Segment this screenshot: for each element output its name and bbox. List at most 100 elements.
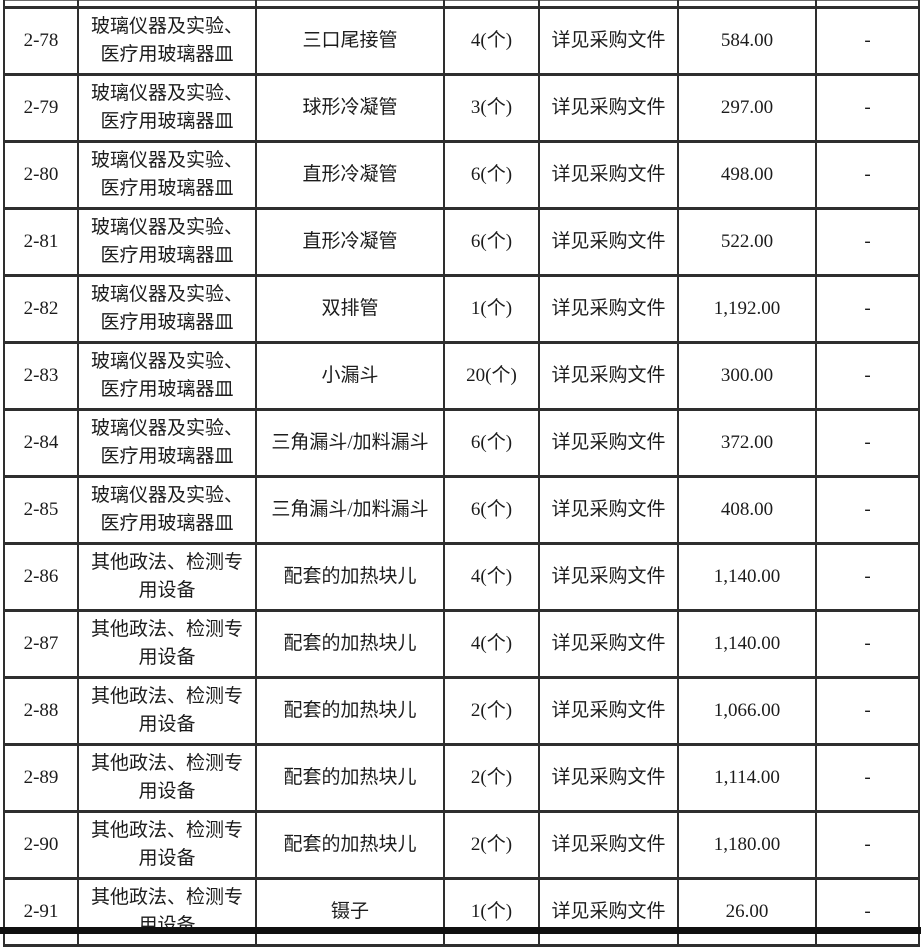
table-row: 2-86 其他政法、检测专用设备 配套的加热块儿 4(个) 详见采购文件 1,1… xyxy=(3,542,920,612)
note-cell: - xyxy=(815,73,920,143)
quantity-cell: 6(个) xyxy=(443,207,540,277)
price-cell: 584.00 xyxy=(677,6,817,76)
quantity-cell: 6(个) xyxy=(443,475,540,545)
item-no-cell: 2-86 xyxy=(3,542,79,612)
quantity-cell: 6(个) xyxy=(443,408,540,478)
table-row: 2-79 玻璃仪器及实验、医疗用玻璃器皿 球形冷凝管 3(个) 详见采购文件 2… xyxy=(3,73,920,143)
quantity-cell: 4(个) xyxy=(443,542,540,612)
item-name-cell: 小漏斗 xyxy=(255,341,445,411)
detail-ref-cell: 详见采购文件 xyxy=(538,408,679,478)
detail-ref-cell: 详见采购文件 xyxy=(538,140,679,210)
item-no-cell: 2-82 xyxy=(3,274,79,344)
price-cell: 372.00 xyxy=(677,408,817,478)
category-cell: 其他政法、检测专用设备 xyxy=(77,609,257,679)
category-cell: 玻璃仪器及实验、医疗用玻璃器皿 xyxy=(77,140,257,210)
item-name-cell: 三角漏斗/加料漏斗 xyxy=(255,408,445,478)
price-cell: 408.00 xyxy=(677,475,817,545)
detail-ref-cell: 详见采购文件 xyxy=(538,542,679,612)
item-name-cell: 配套的加热块儿 xyxy=(255,609,445,679)
note-cell: - xyxy=(815,341,920,411)
note-cell: - xyxy=(815,810,920,880)
quantity-cell: 6(个) xyxy=(443,140,540,210)
note-cell: - xyxy=(815,743,920,813)
note-cell: - xyxy=(815,475,920,545)
quantity-cell: 3(个) xyxy=(443,73,540,143)
item-name-cell: 双排管 xyxy=(255,274,445,344)
category-cell: 玻璃仪器及实验、医疗用玻璃器皿 xyxy=(77,408,257,478)
table-row: 2-85 玻璃仪器及实验、医疗用玻璃器皿 三角漏斗/加料漏斗 6(个) 详见采购… xyxy=(3,475,920,545)
item-no-cell: 2-84 xyxy=(3,408,79,478)
category-cell: 玻璃仪器及实验、医疗用玻璃器皿 xyxy=(77,475,257,545)
table-row: 2-81 玻璃仪器及实验、医疗用玻璃器皿 直形冷凝管 6(个) 详见采购文件 5… xyxy=(3,207,920,277)
price-cell: 26.00 xyxy=(677,877,817,947)
detail-ref-cell: 详见采购文件 xyxy=(538,73,679,143)
item-name-cell: 直形冷凝管 xyxy=(255,207,445,277)
clipped-cell xyxy=(677,0,817,9)
note-cell: - xyxy=(815,877,920,947)
item-name-cell: 球形冷凝管 xyxy=(255,73,445,143)
category-cell: 玻璃仪器及实验、医疗用玻璃器皿 xyxy=(77,6,257,76)
note-cell: - xyxy=(815,408,920,478)
item-no-cell: 2-91 xyxy=(3,877,79,947)
quantity-cell: 4(个) xyxy=(443,6,540,76)
note-cell: - xyxy=(815,274,920,344)
item-name-cell: 镊子 xyxy=(255,877,445,947)
price-cell: 1,140.00 xyxy=(677,542,817,612)
detail-ref-cell: 详见采购文件 xyxy=(538,341,679,411)
item-no-cell: 2-89 xyxy=(3,743,79,813)
category-cell: 玻璃仪器及实验、医疗用玻璃器皿 xyxy=(77,207,257,277)
table-row: 2-84 玻璃仪器及实验、医疗用玻璃器皿 三角漏斗/加料漏斗 6(个) 详见采购… xyxy=(3,408,920,478)
note-cell: - xyxy=(815,676,920,746)
item-name-cell: 三角漏斗/加料漏斗 xyxy=(255,475,445,545)
table-row: 2-90 其他政法、检测专用设备 配套的加热块儿 2(个) 详见采购文件 1,1… xyxy=(3,810,920,880)
item-no-cell: 2-83 xyxy=(3,341,79,411)
note-cell: - xyxy=(815,542,920,612)
category-cell: 其他政法、检测专用设备 xyxy=(77,810,257,880)
clipped-cell xyxy=(815,0,920,9)
quantity-cell: 2(个) xyxy=(443,743,540,813)
table-row: 2-91 其他政法、检测专用设备 镊子 1(个) 详见采购文件 26.00 - xyxy=(3,877,920,947)
item-no-cell: 2-87 xyxy=(3,609,79,679)
quantity-cell: 2(个) xyxy=(443,810,540,880)
quantity-cell: 2(个) xyxy=(443,676,540,746)
item-no-cell: 2-90 xyxy=(3,810,79,880)
detail-ref-cell: 详见采购文件 xyxy=(538,6,679,76)
detail-ref-cell: 详见采购文件 xyxy=(538,207,679,277)
clipped-cell xyxy=(443,0,540,9)
table-row: 2-83 玻璃仪器及实验、医疗用玻璃器皿 小漏斗 20(个) 详见采购文件 30… xyxy=(3,341,920,411)
detail-ref-cell: 详见采购文件 xyxy=(538,810,679,880)
quantity-cell: 1(个) xyxy=(443,274,540,344)
category-cell: 其他政法、检测专用设备 xyxy=(77,743,257,813)
category-cell: 其他政法、检测专用设备 xyxy=(77,542,257,612)
note-cell: - xyxy=(815,6,920,76)
note-cell: - xyxy=(815,609,920,679)
detail-ref-cell: 详见采购文件 xyxy=(538,475,679,545)
note-cell: - xyxy=(815,207,920,277)
clipped-row-top xyxy=(3,0,920,9)
category-cell: 其他政法、检测专用设备 xyxy=(77,676,257,746)
detail-ref-cell: 详见采购文件 xyxy=(538,609,679,679)
clipped-cell xyxy=(255,0,445,9)
item-name-cell: 配套的加热块儿 xyxy=(255,743,445,813)
quantity-cell: 4(个) xyxy=(443,609,540,679)
item-no-cell: 2-78 xyxy=(3,6,79,76)
price-cell: 1,066.00 xyxy=(677,676,817,746)
price-cell: 1,140.00 xyxy=(677,609,817,679)
detail-ref-cell: 详见采购文件 xyxy=(538,676,679,746)
table-row: 2-80 玻璃仪器及实验、医疗用玻璃器皿 直形冷凝管 6(个) 详见采购文件 4… xyxy=(3,140,920,210)
quantity-cell: 1(个) xyxy=(443,877,540,947)
price-cell: 498.00 xyxy=(677,140,817,210)
item-name-cell: 配套的加热块儿 xyxy=(255,810,445,880)
item-name-cell: 配套的加热块儿 xyxy=(255,676,445,746)
item-no-cell: 2-80 xyxy=(3,140,79,210)
table-row: 2-87 其他政法、检测专用设备 配套的加热块儿 4(个) 详见采购文件 1,1… xyxy=(3,609,920,679)
page-bottom-rule xyxy=(0,927,921,934)
procurement-items-table-wrap: 2-78 玻璃仪器及实验、医疗用玻璃器皿 三口尾接管 4(个) 详见采购文件 5… xyxy=(3,0,920,947)
quantity-cell: 20(个) xyxy=(443,341,540,411)
category-cell: 玻璃仪器及实验、医疗用玻璃器皿 xyxy=(77,73,257,143)
clipped-cell xyxy=(3,0,79,9)
detail-ref-cell: 详见采购文件 xyxy=(538,274,679,344)
item-no-cell: 2-81 xyxy=(3,207,79,277)
price-cell: 297.00 xyxy=(677,73,817,143)
item-no-cell: 2-85 xyxy=(3,475,79,545)
